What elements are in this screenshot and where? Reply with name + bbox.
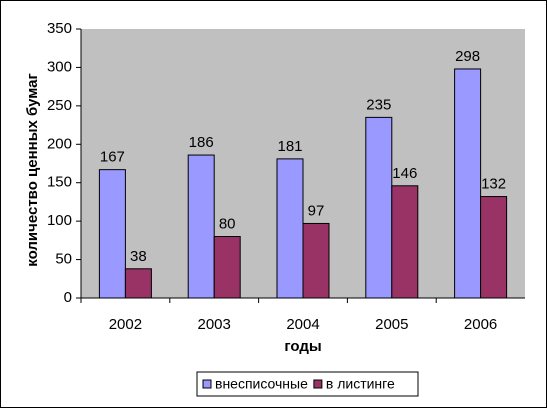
data-label: 132 xyxy=(481,176,506,193)
bar xyxy=(187,154,215,299)
bar xyxy=(98,169,126,299)
legend-label: внесписочные xyxy=(215,376,308,392)
y-tick-label: 50 xyxy=(55,251,72,268)
x-axis-title: годы xyxy=(284,338,321,355)
bar xyxy=(302,222,330,299)
y-tick-label: 300 xyxy=(47,58,72,75)
bar xyxy=(480,196,508,299)
y-tick-label: 200 xyxy=(47,135,72,152)
x-tick-label: 2003 xyxy=(198,316,231,333)
y-tick-label: 150 xyxy=(47,174,72,191)
x-tick-label: 2004 xyxy=(286,316,319,333)
bar xyxy=(124,268,152,299)
legend-swatch xyxy=(313,379,323,389)
y-tick-label: 350 xyxy=(47,20,72,37)
legend-box xyxy=(196,371,419,397)
bar xyxy=(276,158,304,299)
data-label: 298 xyxy=(455,48,480,65)
data-label: 146 xyxy=(392,165,417,182)
bar xyxy=(454,68,482,299)
y-tick-label: 100 xyxy=(47,212,72,229)
y-tick-label: 0 xyxy=(64,289,72,306)
bar xyxy=(365,116,393,299)
y-axis-title: количество ценных бумаг xyxy=(24,73,41,266)
data-label: 186 xyxy=(189,134,214,151)
y-tick-label: 250 xyxy=(47,97,72,114)
data-label: 235 xyxy=(366,96,391,113)
x-tick-label: 2002 xyxy=(109,316,142,333)
data-label: 38 xyxy=(130,248,147,265)
legend-swatch xyxy=(202,379,212,389)
data-label: 167 xyxy=(100,149,125,166)
x-tick-label: 2006 xyxy=(464,316,497,333)
data-label: 97 xyxy=(308,202,325,219)
x-tick-label: 2005 xyxy=(375,316,408,333)
legend-label: в листинге xyxy=(326,376,395,392)
bar xyxy=(391,185,419,299)
bar xyxy=(213,236,241,299)
data-label: 181 xyxy=(277,138,302,155)
data-label: 80 xyxy=(219,215,236,232)
